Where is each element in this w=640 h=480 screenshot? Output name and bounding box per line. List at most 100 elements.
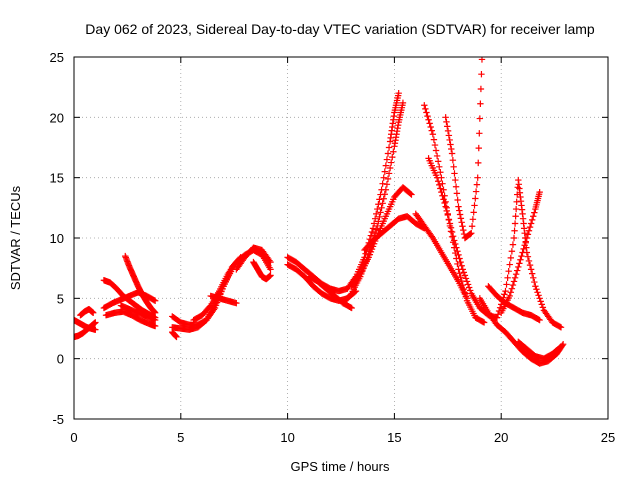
series-arc-13 [233,244,274,273]
data-point [532,283,539,290]
x-tick-label: 0 [70,430,77,445]
data-point [467,230,474,237]
data-point [456,211,464,218]
data-point [506,292,513,300]
data-point [511,227,518,234]
data-point [375,201,382,208]
x-tick-label: 15 [387,430,401,445]
data-point [477,85,485,93]
data-marks [74,57,567,367]
y-tick-label: 25 [50,50,64,65]
data-point [536,295,543,302]
data-point [425,116,432,123]
data-point [530,213,537,220]
data-point [347,291,354,298]
data-point [369,225,377,232]
data-point [439,192,446,199]
data-point [530,274,537,282]
data-point [505,267,512,275]
data-point [461,272,469,279]
data-point [173,333,180,341]
data-point [447,141,454,148]
data-point [267,272,274,279]
data-point [452,176,459,184]
data-point [501,291,508,298]
data-point [494,311,502,318]
series-arc-6 [100,289,159,312]
data-point [439,180,446,187]
data-point [455,203,462,210]
data-point [428,127,435,134]
data-point [433,174,441,181]
data-point [445,216,453,223]
y-tick-label: 5 [57,291,64,306]
data-point [444,123,451,130]
data-point [557,343,565,350]
data-point [436,181,443,189]
data-point [407,190,414,197]
data-point [457,215,465,222]
data-point [499,297,506,305]
data-point [533,286,540,293]
data-point [470,209,477,216]
data-point [452,240,459,248]
data-point [475,159,482,167]
data-point [448,150,456,157]
data-point [436,163,443,171]
data-point [556,344,564,351]
series-arc-12 [190,246,274,324]
data-point [520,245,527,253]
data-point [399,99,407,107]
data-point [384,150,392,157]
data-point [507,289,515,296]
data-point [451,237,458,244]
grid-lines [74,57,608,419]
series-arc-2 [74,319,99,341]
data-point [442,203,449,210]
data-point [504,274,511,282]
data-point [463,295,471,302]
data-point [460,269,468,276]
data-point [443,118,450,126]
data-point [434,158,442,165]
data-point [451,170,458,177]
data-point [385,170,393,177]
x-tick-label: 5 [177,430,184,445]
data-point [458,219,465,226]
data-point [437,169,444,176]
data-point [377,209,384,216]
data-point [528,270,536,277]
data-point [503,281,510,288]
data-point [527,220,535,227]
y-tick-label: 0 [57,352,64,367]
data-point [469,216,477,223]
data-point [464,281,472,288]
data-point [475,144,482,152]
data-point [527,266,535,273]
data-point [430,136,438,143]
data-point [449,232,457,240]
data-point [453,190,461,197]
data-point [441,199,448,207]
data-point [348,304,355,312]
data-point [476,115,484,122]
data-point [456,255,463,262]
data-point [531,209,538,216]
data-point [480,319,488,326]
data-point [517,256,524,263]
data-point [92,326,99,333]
data-point [367,232,375,239]
data-point [448,228,456,236]
data-point [395,90,402,97]
data-point [379,200,386,207]
data-point [390,148,397,155]
data-point [150,296,158,304]
data-point [512,271,520,278]
data-point [467,287,474,294]
data-point [468,229,475,237]
data-point [437,185,444,192]
data-point [471,202,478,209]
data-point [385,144,393,151]
data-point [444,211,451,219]
data-point [513,198,520,205]
